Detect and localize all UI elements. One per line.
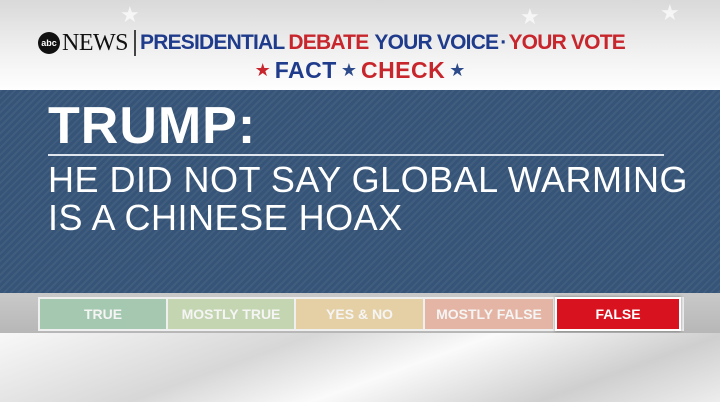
header-separator-dot: · <box>500 31 507 54</box>
header-word-presidential: PRESIDENTIAL <box>140 31 285 54</box>
fact-word: FACT <box>274 56 337 83</box>
header-word-your-voice: YOUR VOICE <box>374 31 499 54</box>
abc-logo-icon: abc <box>38 32 60 54</box>
claim-quote: HE DID NOT SAY GLOBAL WARMING IS A CHINE… <box>48 159 688 238</box>
rating-option-true: TRUE <box>40 299 166 329</box>
header-background <box>0 0 720 92</box>
header-word-debate: DEBATE <box>288 31 369 54</box>
star-decoration-icon: ★ <box>660 0 680 25</box>
speaker-underline <box>48 154 664 156</box>
claim-panel: TRUMP: HE DID NOT SAY GLOBAL WARMING IS … <box>0 90 720 293</box>
star-icon: ★ <box>449 59 466 80</box>
broadcast-header: abc NEWS PRESIDENTIAL DEBATE YOUR VOICE … <box>38 28 698 58</box>
bottom-background <box>0 333 720 402</box>
check-word: CHECK <box>360 56 446 83</box>
star-icon: ★ <box>340 59 357 80</box>
rating-option-yes-and-no: YES & NO <box>296 299 423 329</box>
star-decoration-icon: ★ <box>520 4 540 29</box>
header-word-your-vote: YOUR VOTE <box>508 31 625 54</box>
network-name: NEWS <box>62 29 129 56</box>
header-divider <box>134 30 136 56</box>
star-decoration-icon: ★ <box>120 2 140 27</box>
speaker-name: TRUMP: <box>48 97 257 155</box>
rating-option-false: FALSE <box>555 297 681 331</box>
rating-option-mostly-true: MOSTLY TRUE <box>168 299 294 329</box>
star-icon: ★ <box>254 59 271 80</box>
fact-check-title: ★ FACT ★ CHECK ★ <box>0 56 720 84</box>
rating-option-mostly-false: MOSTLY FALSE <box>425 299 553 329</box>
